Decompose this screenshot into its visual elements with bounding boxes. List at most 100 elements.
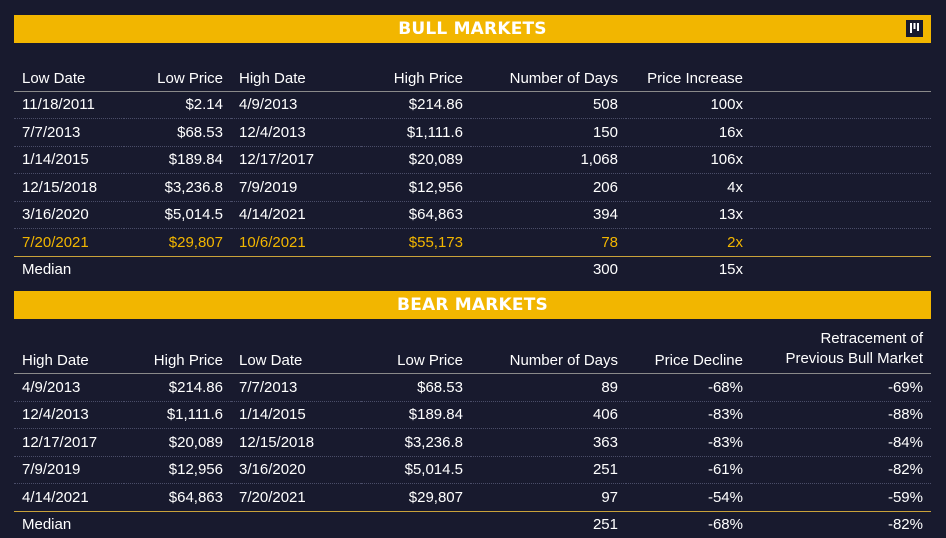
cell: $1,111.6 bbox=[361, 118, 471, 147]
table-row-highlighted: 7/20/2021 $29,807 10/6/2021 $55,173 78 2… bbox=[14, 228, 931, 257]
cell: $189.84 bbox=[361, 401, 471, 429]
cell: 97 bbox=[471, 483, 626, 512]
col-high-date: High Date bbox=[14, 319, 124, 374]
retracement-header-line1: Retracement of bbox=[820, 330, 923, 347]
bull-markets-title: BULL MARKETS bbox=[398, 19, 547, 39]
cell: 7/7/2013 bbox=[14, 118, 124, 147]
cell: $3,236.8 bbox=[361, 428, 471, 457]
table-row: 7/9/2019 $12,956 3/16/2020 $5,014.5 251 … bbox=[14, 456, 931, 484]
cell: 7/9/2019 bbox=[231, 173, 361, 202]
cell: 89 bbox=[471, 373, 626, 402]
cell: -54% bbox=[626, 483, 751, 512]
cell: $3,236.8 bbox=[124, 173, 231, 202]
col-high-price: High Price bbox=[124, 319, 231, 374]
median-days: 251 bbox=[592, 516, 618, 534]
col-number-of-days: Number of Days bbox=[471, 60, 626, 92]
cell: -83% bbox=[626, 428, 751, 457]
cell: $5,014.5 bbox=[124, 201, 231, 229]
cell: 4/9/2013 bbox=[231, 91, 361, 119]
cell: 10/6/2021 bbox=[231, 228, 361, 257]
cell: 13x bbox=[626, 201, 751, 229]
cell: -88% bbox=[751, 401, 931, 429]
median-label: Median bbox=[22, 516, 72, 534]
cell: 12/17/2017 bbox=[14, 428, 124, 457]
cell: $68.53 bbox=[361, 373, 471, 402]
cell-empty bbox=[124, 511, 231, 538]
col-high-date: High Date bbox=[231, 60, 361, 92]
median-label: Median bbox=[22, 261, 72, 279]
bear-markets-banner: BEAR MARKETS bbox=[14, 291, 931, 319]
cell: $55,173 bbox=[361, 228, 471, 257]
cell: -59% bbox=[751, 483, 931, 512]
cell: 4/9/2013 bbox=[14, 373, 124, 402]
cell: 206 bbox=[471, 173, 626, 202]
col-low-date: Low Date bbox=[14, 60, 124, 92]
cell: 4/14/2021 bbox=[231, 201, 361, 229]
median-row: Median 251 -68% -82% bbox=[14, 511, 931, 538]
median-decline: -68% bbox=[707, 516, 743, 534]
cell-empty bbox=[231, 511, 361, 538]
col-retracement: Retracement of Previous Bull Market bbox=[751, 319, 931, 374]
cell-empty bbox=[124, 256, 231, 283]
cell: -69% bbox=[751, 373, 931, 402]
table-row: 4/9/2013 $214.86 7/7/2013 $68.53 89 -68%… bbox=[14, 373, 931, 402]
cell-empty bbox=[231, 256, 361, 283]
cell: $64,863 bbox=[124, 483, 231, 512]
table-row: 11/18/2011 $2.14 4/9/2013 $214.86 508 10… bbox=[14, 91, 931, 119]
col-spacer bbox=[751, 60, 931, 92]
cell: 3/16/2020 bbox=[231, 456, 361, 484]
cell: $20,089 bbox=[124, 428, 231, 457]
bull-markets-banner: BULL MARKETS bbox=[14, 15, 931, 43]
cell: 12/4/2013 bbox=[231, 118, 361, 147]
cell-spacer bbox=[751, 173, 931, 202]
cell: $214.86 bbox=[361, 91, 471, 119]
cell: 7/20/2021 bbox=[231, 483, 361, 512]
cell: 7/20/2021 bbox=[14, 228, 124, 257]
cell: 406 bbox=[471, 401, 626, 429]
cell-spacer bbox=[751, 146, 931, 174]
bear-header-row: High Date High Price Low Date Low Price … bbox=[14, 319, 931, 374]
median-days: 300 bbox=[592, 261, 618, 279]
table-row: 12/17/2017 $20,089 12/15/2018 $3,236.8 3… bbox=[14, 428, 931, 457]
cell: 11/18/2011 bbox=[14, 91, 124, 119]
cell-empty bbox=[361, 256, 471, 283]
cell: $214.86 bbox=[124, 373, 231, 402]
cell: 12/4/2013 bbox=[14, 401, 124, 429]
cell: 12/15/2018 bbox=[231, 428, 361, 457]
cell: $2.14 bbox=[124, 91, 231, 119]
cell-empty bbox=[361, 511, 471, 538]
cell: $189.84 bbox=[124, 146, 231, 174]
brand-logo-icon bbox=[906, 20, 923, 37]
cell: $12,956 bbox=[124, 456, 231, 484]
cell: 7/7/2013 bbox=[231, 373, 361, 402]
col-price-increase: Price Increase bbox=[626, 60, 751, 92]
col-low-price: Low Price bbox=[124, 60, 231, 92]
col-price-decline: Price Decline bbox=[626, 319, 751, 374]
cell: -84% bbox=[751, 428, 931, 457]
cell: 3/16/2020 bbox=[14, 201, 124, 229]
cell-spacer bbox=[751, 228, 931, 257]
cell: 12/17/2017 bbox=[231, 146, 361, 174]
cell: -61% bbox=[626, 456, 751, 484]
cell: 1/14/2015 bbox=[231, 401, 361, 429]
col-high-price: High Price bbox=[361, 60, 471, 92]
cell-spacer bbox=[751, 91, 931, 119]
table-row: 7/7/2013 $68.53 12/4/2013 $1,111.6 150 1… bbox=[14, 118, 931, 147]
cell: $64,863 bbox=[361, 201, 471, 229]
cell-spacer bbox=[751, 201, 931, 229]
cell: -83% bbox=[626, 401, 751, 429]
table-row: 12/4/2013 $1,111.6 1/14/2015 $189.84 406… bbox=[14, 401, 931, 429]
cell: $68.53 bbox=[124, 118, 231, 147]
cell: 363 bbox=[471, 428, 626, 457]
cell: 100x bbox=[626, 91, 751, 119]
cell: 508 bbox=[471, 91, 626, 119]
cell: 394 bbox=[471, 201, 626, 229]
cell: $29,807 bbox=[124, 228, 231, 257]
bear-markets-title: BEAR MARKETS bbox=[397, 295, 548, 315]
cell: -82% bbox=[751, 456, 931, 484]
cell: 7/9/2019 bbox=[14, 456, 124, 484]
bull-markets-table: Low Date Low Price High Date High Price … bbox=[14, 60, 931, 283]
cell-spacer bbox=[751, 256, 931, 283]
cell: 16x bbox=[626, 118, 751, 147]
cell: $1,111.6 bbox=[124, 401, 231, 429]
